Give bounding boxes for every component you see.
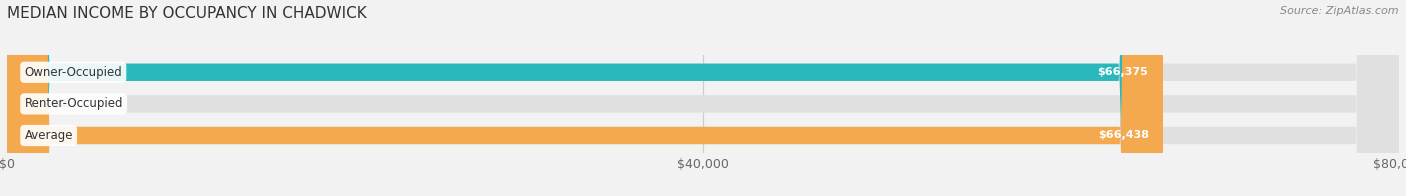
FancyBboxPatch shape bbox=[7, 0, 1161, 196]
Text: Source: ZipAtlas.com: Source: ZipAtlas.com bbox=[1281, 6, 1399, 16]
FancyBboxPatch shape bbox=[7, 0, 38, 196]
Text: MEDIAN INCOME BY OCCUPANCY IN CHADWICK: MEDIAN INCOME BY OCCUPANCY IN CHADWICK bbox=[7, 6, 367, 21]
Text: Average: Average bbox=[24, 129, 73, 142]
Text: Owner-Occupied: Owner-Occupied bbox=[24, 66, 122, 79]
Text: $0: $0 bbox=[52, 99, 67, 109]
FancyBboxPatch shape bbox=[7, 0, 1163, 196]
FancyBboxPatch shape bbox=[7, 0, 1399, 196]
Text: Renter-Occupied: Renter-Occupied bbox=[24, 97, 122, 110]
Text: $66,438: $66,438 bbox=[1098, 131, 1149, 141]
FancyBboxPatch shape bbox=[7, 0, 1399, 196]
Text: $66,375: $66,375 bbox=[1097, 67, 1147, 77]
FancyBboxPatch shape bbox=[7, 0, 1399, 196]
